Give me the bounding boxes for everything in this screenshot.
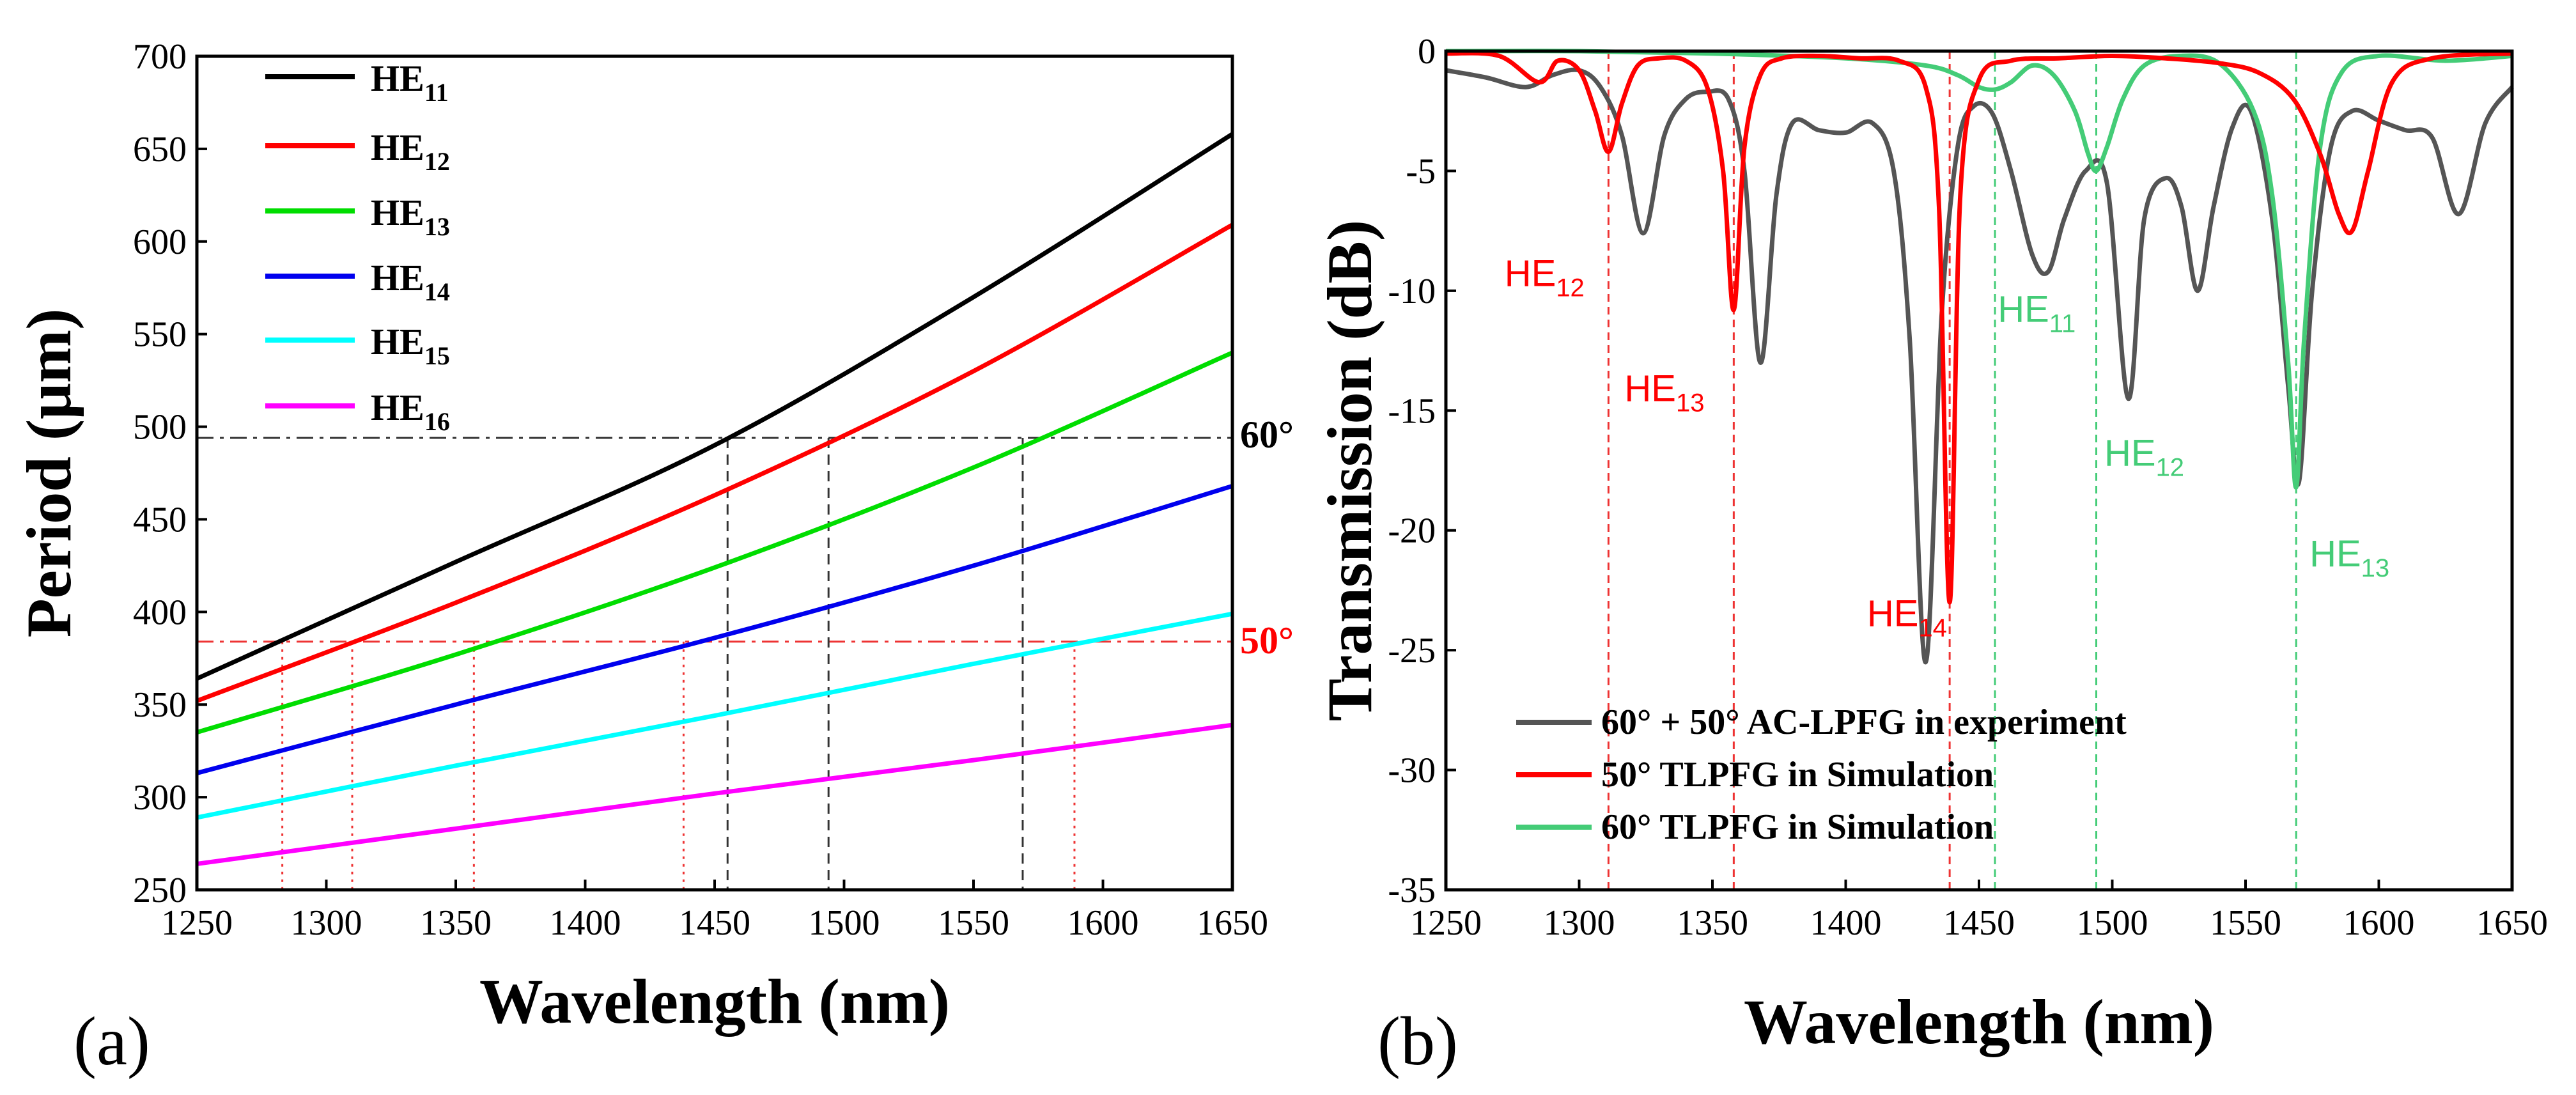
- legend-entry-experiment: 60° + 50° AC-LPFG in experiment: [1516, 703, 2127, 742]
- panel-b-legend: 60° + 50° AC-LPFG in experiment 50° TLPF…: [1516, 703, 2127, 847]
- panel-b-label: (b): [1377, 1004, 1458, 1080]
- legend-label-sim50: 50° TLPFG in Simulation: [1601, 755, 1994, 795]
- panel-b-y-axis-title: Transmission (dB): [1314, 220, 1385, 721]
- panel-b-x-tick-label: 1500: [2077, 903, 2148, 943]
- panel-a-x-tick-label: 1250: [161, 903, 233, 943]
- series-sim50: [1445, 50, 2513, 605]
- legend-entry-sim60: 60° TLPFG in Simulation: [1516, 807, 1994, 847]
- legend-label-experiment: 60° + 50° AC-LPFG in experiment: [1601, 703, 2127, 742]
- panel-b-x-tick-label: 1550: [2210, 903, 2281, 943]
- legend-entry-he13: HE13: [265, 192, 450, 241]
- panel-a-x-ticks: 1250 1300 1350 1400 1450 1500 1550 1600 1650: [161, 880, 1268, 943]
- series-he14: [196, 483, 1234, 775]
- panel-a-legend: HE11 HE12 HE13 HE14 HE15 HE16: [265, 58, 450, 436]
- panel-b-y-ticks: -35 -30 -25 -20 -15 -10 -5 0: [1388, 32, 1456, 910]
- panel-b-x-axis-title: Wavelength (nm): [1744, 986, 2214, 1057]
- panel-a-y-tick-label: 350: [133, 685, 187, 725]
- series-he11: [196, 132, 1234, 681]
- panel-b-mode-annotations: HE12 HE13 HE14 HE11 HE12 HE13: [1505, 252, 2389, 642]
- panel-b-x-tick-label: 1400: [1810, 903, 1882, 943]
- legend-label-he11: HE11: [371, 58, 449, 107]
- panel-b-y-tick-label: -35: [1388, 871, 1436, 910]
- panel-a: 1250 1300 1350 1400 1450 1500 1550 1600 1650 250…: [13, 37, 1294, 1080]
- panel-a-angle-label-50: 50°: [1240, 619, 1294, 662]
- panel-b-y-tick-label: -10: [1388, 272, 1436, 311]
- panel-a-angle-label-60: 60°: [1240, 414, 1294, 456]
- panel-b-series: [1445, 49, 2514, 665]
- mode-label-he13: HE13: [2309, 533, 2389, 582]
- panel-a-y-tick-label: 500: [133, 408, 187, 447]
- series-he13: [196, 350, 1234, 735]
- panel-a-y-tick-label: 700: [133, 37, 187, 77]
- panel-a-series: [196, 132, 1234, 866]
- legend-entry-sim50: 50° TLPFG in Simulation: [1516, 755, 1994, 795]
- panel-b-y-tick-label: -25: [1388, 631, 1436, 671]
- panel-a-x-tick-label: 1650: [1197, 903, 1268, 943]
- legend-entry-he15: HE15: [265, 321, 450, 370]
- panel-a-x-tick-label: 1350: [420, 903, 492, 943]
- panel-a-y-axis-title: Period (μm): [13, 309, 84, 638]
- panel-a-x-tick-label: 1550: [938, 903, 1009, 943]
- series-he12: [196, 222, 1234, 703]
- legend-entry-he11: HE11: [265, 58, 449, 107]
- panel-b-x-tick-label: 1350: [1677, 903, 1748, 943]
- series-he15: [196, 611, 1233, 820]
- panel-a-y-tick-label: 550: [133, 315, 187, 355]
- panel-b-x-tick-label: 1250: [1410, 903, 1482, 943]
- panel-a-x-tick-label: 1400: [550, 903, 621, 943]
- panel-a-x-tick-label: 1300: [291, 903, 362, 943]
- mode-label-he14: HE14: [1867, 593, 1947, 642]
- legend-label-he12: HE12: [371, 127, 450, 176]
- panel-a-y-tick-label: 650: [133, 130, 187, 169]
- panel-b-x-tick-label: 1600: [2343, 903, 2415, 943]
- panel-a-x-tick-label: 1600: [1067, 903, 1139, 943]
- legend-label-sim60: 60° TLPFG in Simulation: [1601, 807, 1994, 847]
- legend-entry-he16: HE16: [265, 387, 450, 436]
- mode-label-he13: HE13: [1624, 368, 1704, 417]
- panel-a-plot-area: [196, 132, 1234, 890]
- mode-label-he12: HE12: [1505, 252, 1585, 302]
- panel-a-y-tick-label: 300: [133, 778, 187, 818]
- panel-b-y-tick-label: -20: [1388, 511, 1436, 551]
- panel-b-y-tick-label: -15: [1388, 391, 1436, 431]
- legend-entry-he12: HE12: [265, 127, 450, 176]
- panel-b-x-tick-label: 1650: [2476, 903, 2548, 943]
- panel-b-plot-area: HE12 HE13 HE14 HE11 HE12 HE13: [1445, 49, 2514, 890]
- legend-label-he14: HE14: [371, 257, 450, 306]
- series-he16: [196, 722, 1233, 866]
- panel-b-y-tick-label: 0: [1418, 32, 1436, 72]
- legend-label-he15: HE15: [371, 321, 450, 370]
- panel-b: HE12 HE13 HE14 HE11 HE12 HE13 1250 1300 1350 140…: [1314, 32, 2548, 1080]
- legend-label-he16: HE16: [371, 387, 450, 436]
- panel-a-y-tick-label: 250: [133, 871, 187, 910]
- panel-a-x-tick-label: 1500: [809, 903, 880, 943]
- panel-b-y-tick-label: -30: [1388, 751, 1436, 791]
- legend-entry-he14: HE14: [265, 257, 450, 306]
- panel-a-y-tick-label: 450: [133, 500, 187, 540]
- panel-b-x-tick-label: 1450: [1943, 903, 2015, 943]
- panel-a-guide-lines: [197, 437, 1232, 890]
- panel-a-x-tick-label: 1450: [679, 903, 750, 943]
- panel-a-y-tick-label: 600: [133, 222, 187, 262]
- panel-a-y-tick-label: 400: [133, 593, 187, 632]
- panel-a-label: (a): [74, 1004, 150, 1080]
- series-sim60: [1445, 49, 2513, 490]
- panel-a-x-axis-title: Wavelength (nm): [479, 966, 950, 1037]
- panel-b-x-ticks: 1250 1300 1350 1400 1450 1500 1550 1600 1650: [1410, 880, 2548, 943]
- panel-b-y-tick-label: -5: [1406, 151, 1436, 191]
- legend-label-he13: HE13: [371, 192, 450, 241]
- panel-a-y-ticks: 250 300 350 400 450 500 550 600 650 700: [133, 37, 207, 910]
- mode-label-he12: HE12: [2104, 433, 2184, 482]
- mode-label-he11: HE11: [1998, 289, 2076, 338]
- panel-b-x-tick-label: 1300: [1544, 903, 1615, 943]
